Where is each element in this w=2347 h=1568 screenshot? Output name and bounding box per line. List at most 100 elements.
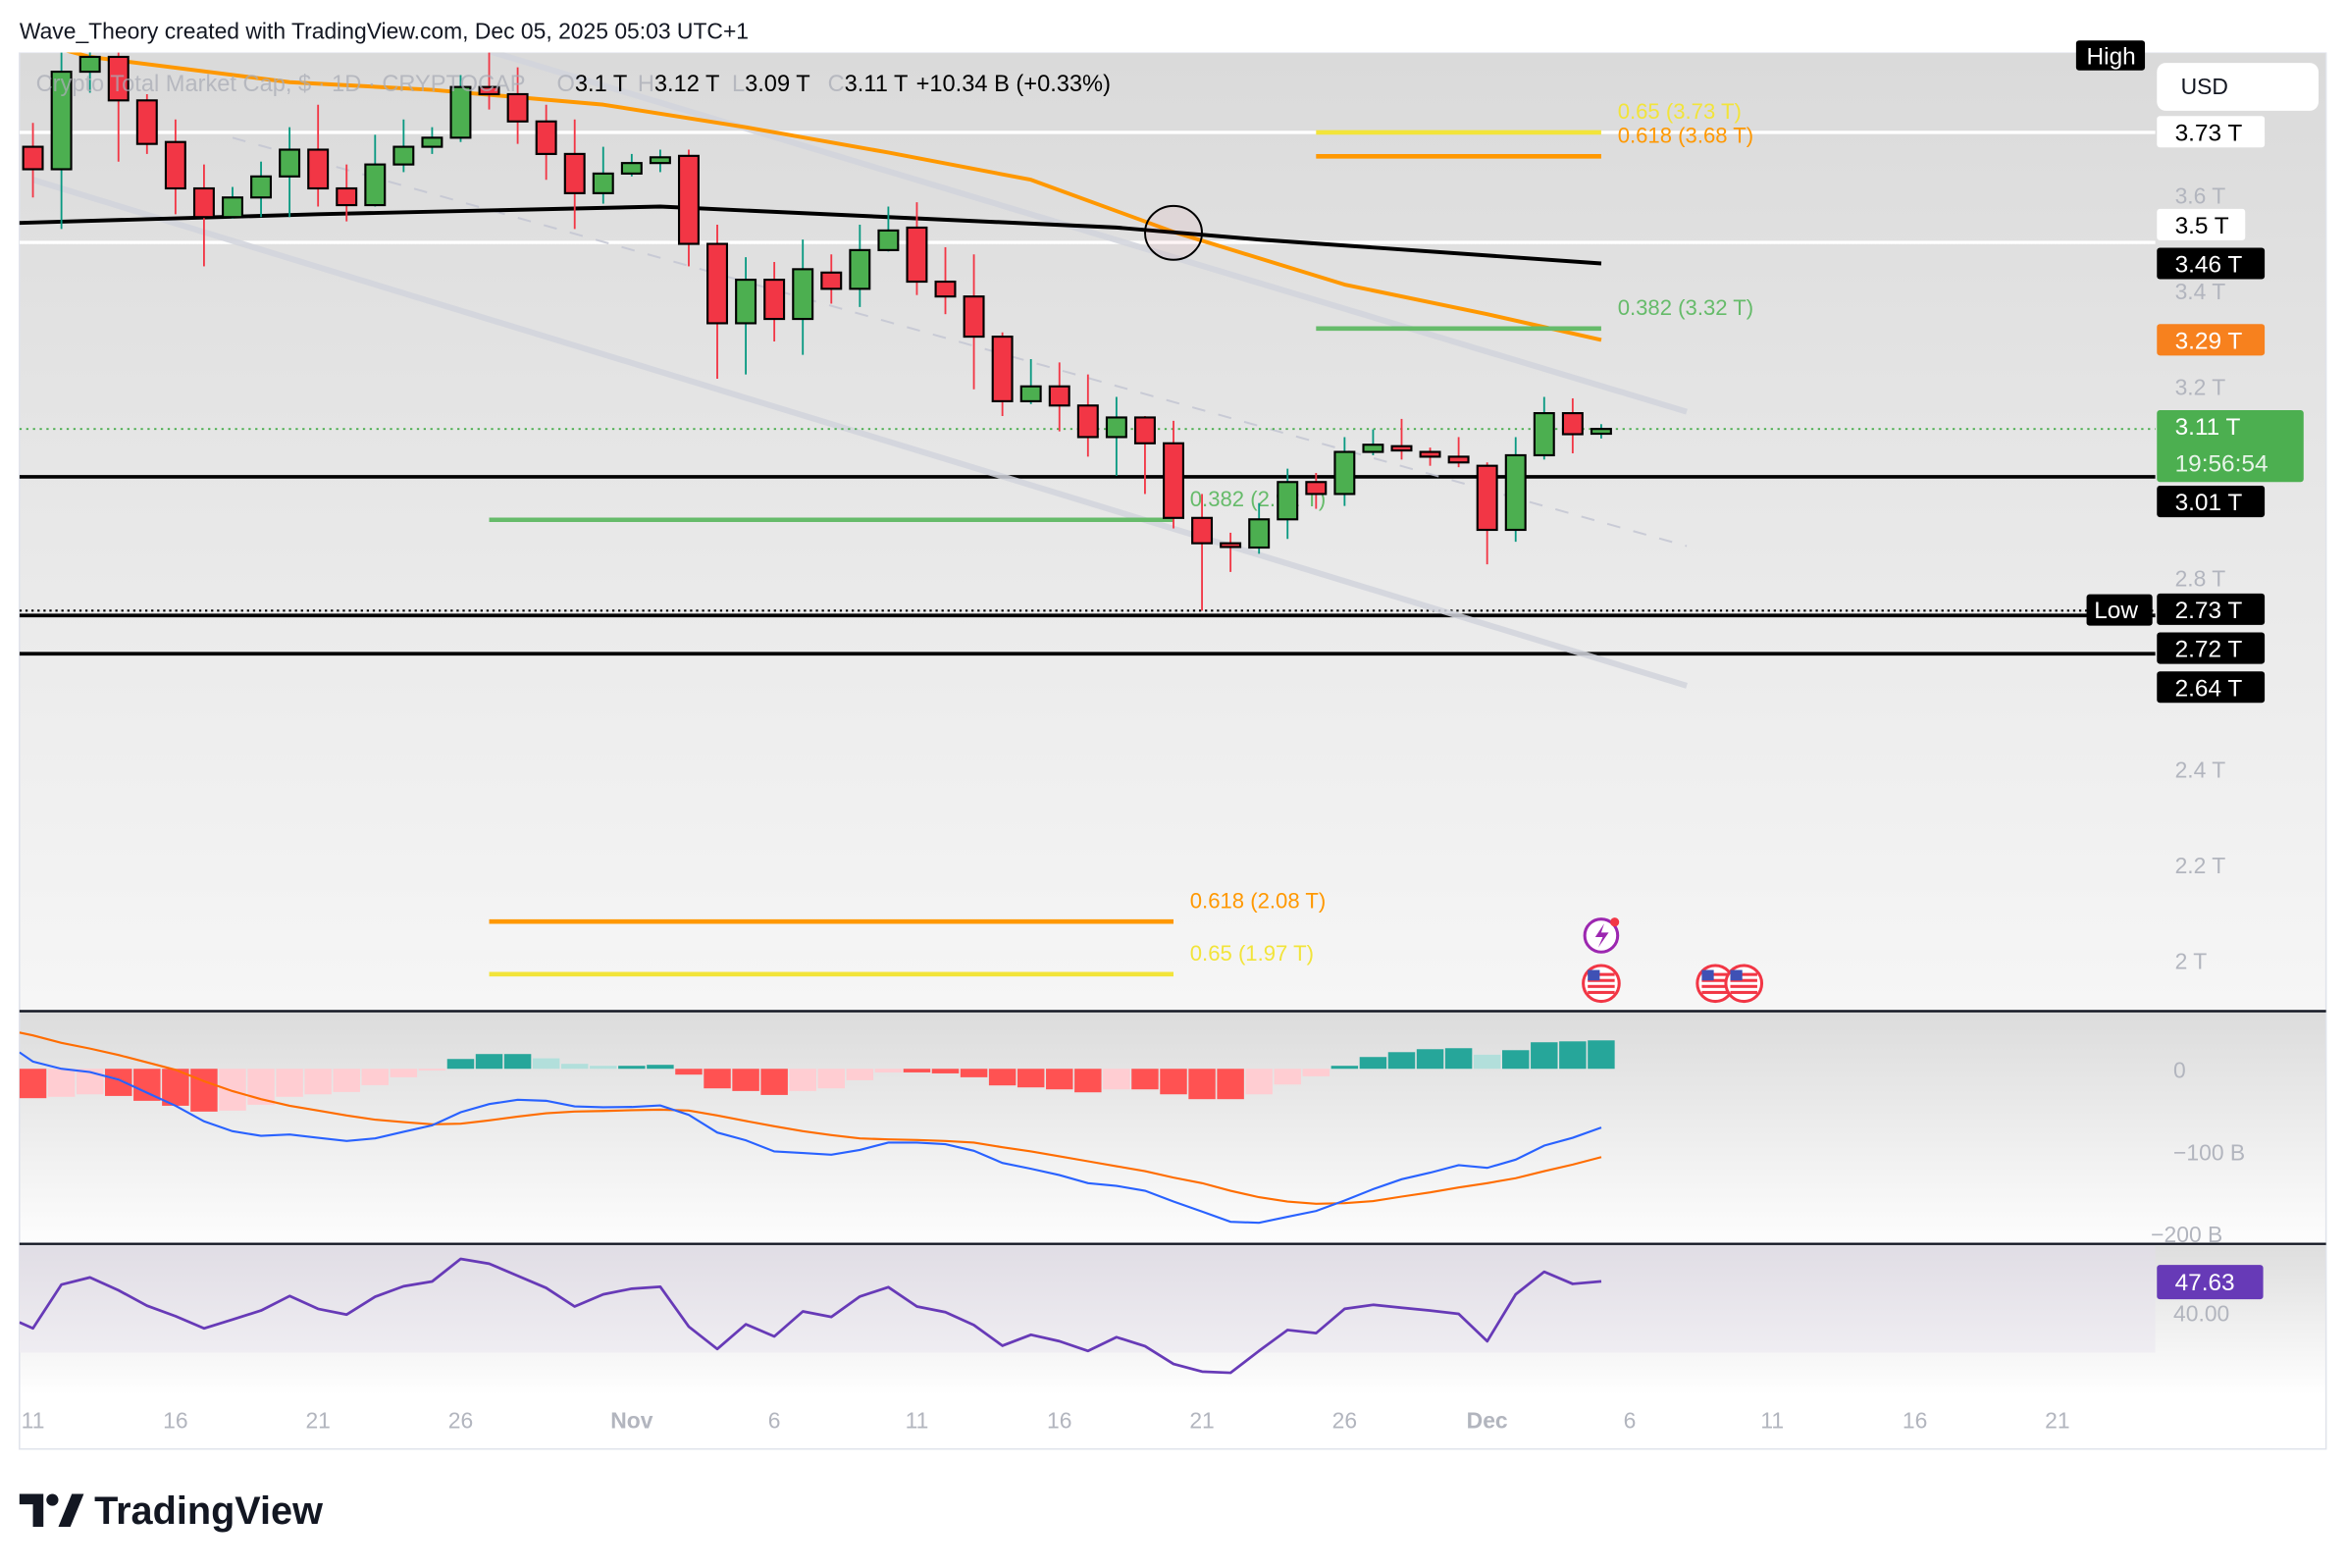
macd-tick-label: −200 B [2151, 1222, 2222, 1247]
channel-line[interactable] [31, 177, 1688, 689]
price-tag[interactable]: 3.29 T [2157, 324, 2266, 356]
price-axis[interactable]: USD 3.6 T 3.4 T 3.2 T 2.8 T 2.4 T 2.2 T 2 T 3.7… [2151, 63, 2320, 1326]
candle[interactable] [1533, 396, 1555, 460]
price-tag[interactable]: 2.73 T [2157, 593, 2266, 625]
candle[interactable] [1277, 468, 1299, 540]
candle-body [279, 148, 301, 178]
candle[interactable] [22, 123, 44, 198]
candle[interactable] [1333, 437, 1356, 506]
macd-histogram-bar [1131, 1069, 1159, 1090]
candle[interactable] [1105, 396, 1127, 476]
candle[interactable] [592, 146, 614, 204]
candle[interactable] [535, 104, 557, 181]
macd-histogram-bar [219, 1069, 246, 1111]
candle[interactable] [421, 127, 443, 154]
price-pane[interactable]: 0.65 (3.73 T)0.618 (3.68 T) 0.382 (3.32 T… [4, 41, 2156, 1004]
candle[interactable] [877, 206, 900, 252]
time-axis[interactable]: 11 16 21 26 Nov 6 11 16 21 26 Dec 6 11 16 21 [22, 1407, 2070, 1433]
candle-body [877, 229, 900, 251]
price-tag[interactable]: 3.73 T [2157, 116, 2266, 148]
candle[interactable] [250, 161, 273, 218]
candle[interactable] [820, 254, 843, 304]
candle[interactable] [1220, 532, 1242, 572]
candle[interactable] [1419, 447, 1441, 466]
candle[interactable] [706, 225, 729, 379]
candle[interactable] [279, 127, 301, 218]
price-tag[interactable]: 3.01 T [2157, 486, 2266, 518]
candle[interactable] [1133, 415, 1156, 495]
candle[interactable] [1476, 462, 1498, 565]
candle[interactable] [164, 119, 186, 215]
candle[interactable] [1163, 420, 1184, 529]
candle[interactable] [192, 164, 215, 267]
rsi-tick-label: 40.00 [2173, 1300, 2229, 1326]
candle[interactable] [1191, 494, 1214, 611]
us-flag-event-icon[interactable] [1724, 964, 1764, 1004]
candle[interactable] [222, 186, 243, 219]
candle[interactable] [307, 104, 330, 207]
price-tag[interactable]: 3.46 T [2157, 247, 2266, 280]
channel-midline[interactable] [232, 136, 1688, 548]
candle[interactable] [336, 164, 358, 222]
price-tag[interactable]: 2.64 T [2157, 671, 2266, 704]
time-axis-bg[interactable] [19, 1394, 2326, 1449]
macd-histogram-bar [647, 1065, 674, 1070]
candle[interactable] [78, 45, 101, 93]
macd-histogram-bar [1359, 1057, 1387, 1070]
candle[interactable] [1019, 358, 1042, 404]
candle[interactable] [392, 119, 415, 173]
candle[interactable] [449, 75, 472, 142]
circle-annotation[interactable] [1144, 204, 1203, 261]
candle[interactable] [1447, 437, 1470, 468]
macd-line[interactable] [19, 1051, 1602, 1225]
candle[interactable] [563, 119, 586, 230]
candle[interactable] [1561, 397, 1584, 454]
candle[interactable] [963, 254, 985, 390]
candle[interactable] [849, 225, 871, 307]
candle[interactable] [107, 52, 130, 162]
tradingview-logo[interactable]: TradingView [19, 1490, 323, 1533]
candle[interactable] [1390, 418, 1413, 460]
candle[interactable] [763, 262, 786, 341]
candle[interactable] [906, 202, 928, 295]
candle[interactable] [1076, 374, 1099, 457]
rsi-line[interactable] [19, 1257, 1602, 1375]
candle[interactable] [478, 52, 500, 110]
macd-histogram-bar [1588, 1040, 1615, 1070]
candle[interactable] [1362, 429, 1384, 455]
price-tag[interactable]: 2.72 T [2157, 632, 2266, 664]
candle-body [620, 162, 643, 175]
macd-pane[interactable] [19, 1031, 1615, 1225]
orange-moving-average-line[interactable] [33, 41, 1602, 342]
candle[interactable] [991, 332, 1014, 416]
candle[interactable] [1590, 424, 1612, 439]
candle[interactable] [620, 153, 643, 177]
macd-histogram-bar [276, 1069, 303, 1097]
candle[interactable] [364, 134, 387, 207]
candle-body [22, 145, 44, 171]
candle[interactable] [677, 149, 700, 267]
fib-level-label: 0.618 (2.08 T) [1190, 888, 1326, 913]
candle[interactable] [649, 149, 671, 173]
price-tag[interactable]: 3.11 T 19:56:54 [2157, 410, 2304, 483]
lightning-event-icon[interactable] [1583, 917, 1620, 954]
candle[interactable] [1504, 437, 1527, 543]
candle-body [1133, 416, 1156, 444]
candle[interactable] [1305, 472, 1328, 509]
legend-symbol[interactable]: Crypto Total Market Cap, $ · 1D · CRYPTO… [36, 72, 526, 97]
candle[interactable] [1048, 362, 1070, 432]
candle[interactable] [50, 52, 73, 230]
candle-body [1019, 385, 1042, 402]
candle[interactable] [792, 239, 814, 355]
rsi-pane[interactable] [19, 1191, 2156, 1375]
candle[interactable] [135, 93, 158, 154]
us-flag-event-icon[interactable] [1582, 964, 1621, 1004]
macd-histogram-bar [333, 1069, 360, 1092]
candle[interactable] [506, 67, 529, 144]
price-tag[interactable]: 3.5 T [2157, 208, 2246, 240]
currency-button[interactable] [2157, 63, 2320, 111]
channel-line[interactable] [488, 51, 1688, 415]
candle[interactable] [934, 246, 957, 315]
candle[interactable] [735, 257, 757, 375]
candle[interactable] [1248, 502, 1271, 554]
